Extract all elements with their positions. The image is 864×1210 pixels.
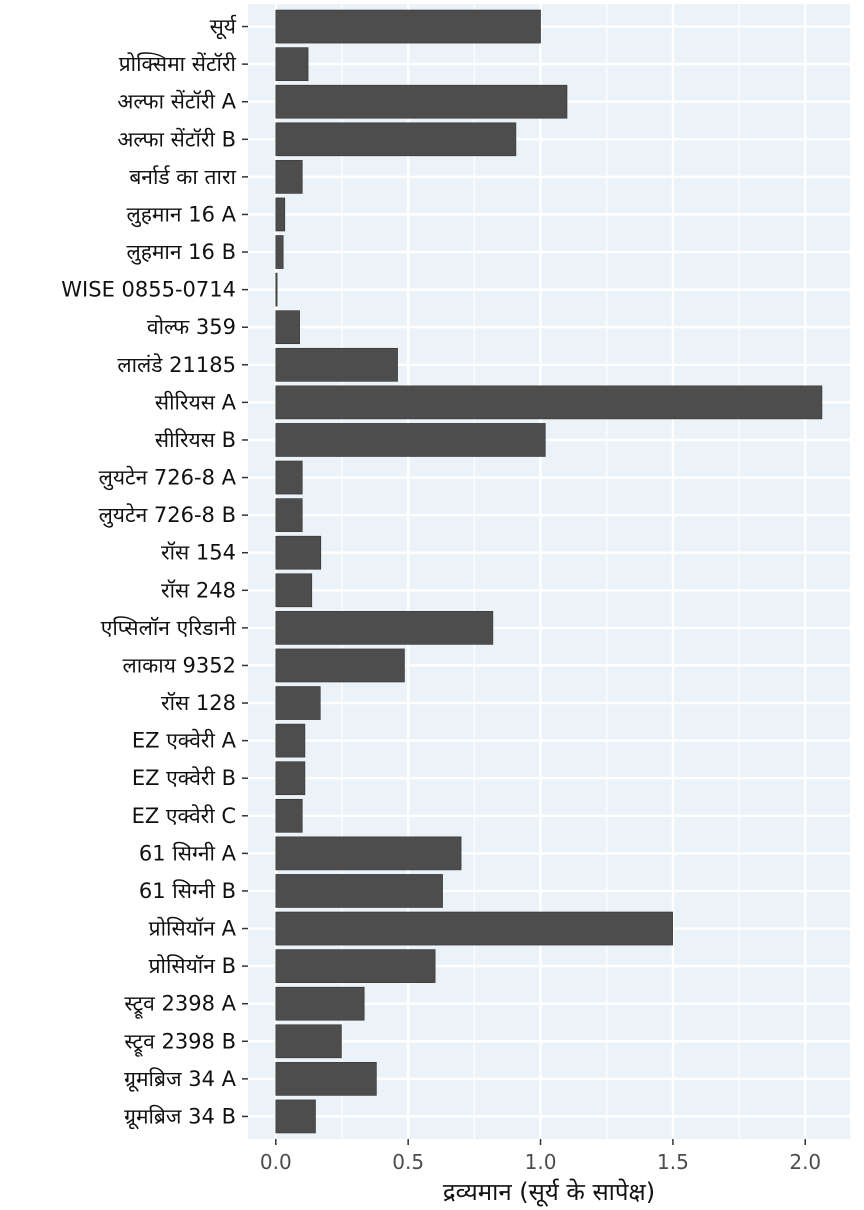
bar xyxy=(275,648,405,683)
y-tick-label: WISE 0855-0714 xyxy=(61,278,236,302)
y-tick-label: लुहमान 16 B xyxy=(126,240,236,265)
y-tick-label: EZ एक्वेरी C xyxy=(132,804,236,828)
x-axis-title: द्रव्यमान (सूर्य के सापेक्ष) xyxy=(443,1178,655,1207)
bar xyxy=(275,836,462,871)
y-tick-label: रॉस 248 xyxy=(161,578,236,602)
y-tick-label: वोल्फ 359 xyxy=(147,315,236,339)
bar xyxy=(275,874,443,908)
bar xyxy=(275,1062,377,1096)
bar xyxy=(275,84,568,119)
y-tick-label: 61 सिग्नी A xyxy=(139,841,237,865)
y-tick-label: सूर्य xyxy=(210,15,237,40)
y-tick-label: सीरियस A xyxy=(155,390,237,414)
bar xyxy=(275,1099,316,1134)
bar xyxy=(275,160,303,194)
y-tick-label: EZ एक्वेरी B xyxy=(132,766,236,790)
y-tick-label: स्ट्रूव 2398 B xyxy=(124,1029,236,1057)
bars xyxy=(275,9,823,1134)
y-tick-label: एप्सिलॉन एरिडानी xyxy=(101,616,237,640)
x-tick-label: 1.5 xyxy=(657,1150,689,1174)
y-tick-label: प्रोक्सिमा सेंटॉरी xyxy=(119,52,237,76)
x-tick-label: 0.5 xyxy=(392,1150,424,1174)
bar xyxy=(275,911,673,946)
x-tick-label: 1.0 xyxy=(525,1150,557,1174)
bar xyxy=(275,235,284,269)
bar xyxy=(275,986,365,1021)
bar xyxy=(275,611,494,645)
y-tick-label: अल्फा सेंटॉरी A xyxy=(117,90,236,114)
y-tick-label: 61 सिग्नी B xyxy=(139,879,236,903)
bar xyxy=(275,347,398,382)
bar xyxy=(275,723,306,758)
bar xyxy=(275,385,823,420)
y-tick-label: सीरियस B xyxy=(155,428,236,452)
y-tick-label: ग्रूमब्रिज 34 A xyxy=(124,1067,236,1092)
bar xyxy=(275,573,313,608)
x-axis: 0.0 0.5 1.0 1.5 2.0 xyxy=(260,1139,821,1174)
bar xyxy=(275,1024,342,1059)
y-tick-label: रॉस 154 xyxy=(161,541,236,565)
y-tick-label: ग्रूमब्रिज 34 B xyxy=(124,1104,236,1129)
y-tick-label: प्रोसियॉन A xyxy=(149,917,237,941)
bar xyxy=(275,122,517,157)
bar xyxy=(275,686,321,720)
y-tick-label: लाकाय 9352 xyxy=(122,653,236,677)
y-tick-label: लालंडे 21185 xyxy=(117,353,236,377)
y-tick-label: अल्फा सेंटॉरी B xyxy=(117,127,236,151)
bar xyxy=(275,460,303,495)
y-axis: सूर्य प्रोक्सिमा सेंटॉरी अल्फा सेंटॉरी A अल… xyxy=(61,15,248,1129)
y-tick-label: लुयटेन 726-8 A xyxy=(99,466,237,491)
bar xyxy=(275,47,309,81)
bar xyxy=(275,498,303,532)
y-tick-label: लुहमान 16 A xyxy=(127,202,237,227)
x-tick-label: 0.0 xyxy=(260,1150,292,1174)
bar xyxy=(275,423,546,457)
y-tick-label: EZ एक्वेरी A xyxy=(132,729,237,753)
bar xyxy=(275,272,278,307)
y-tick-label: लुयटेन 726-8 B xyxy=(99,503,236,528)
bar xyxy=(275,949,436,983)
y-tick-label: प्रोसियॉन B xyxy=(149,954,236,978)
x-tick-label: 2.0 xyxy=(789,1150,821,1174)
y-tick-label: स्ट्रूव 2398 A xyxy=(124,992,236,1020)
bar xyxy=(275,9,541,44)
y-tick-label: रॉस 128 xyxy=(161,691,236,715)
bar xyxy=(275,761,306,796)
y-tick-label: बर्नार्ड का तारा xyxy=(129,165,236,189)
bar xyxy=(275,197,286,232)
bar xyxy=(275,798,303,833)
bar xyxy=(275,310,300,345)
bar xyxy=(275,535,322,570)
